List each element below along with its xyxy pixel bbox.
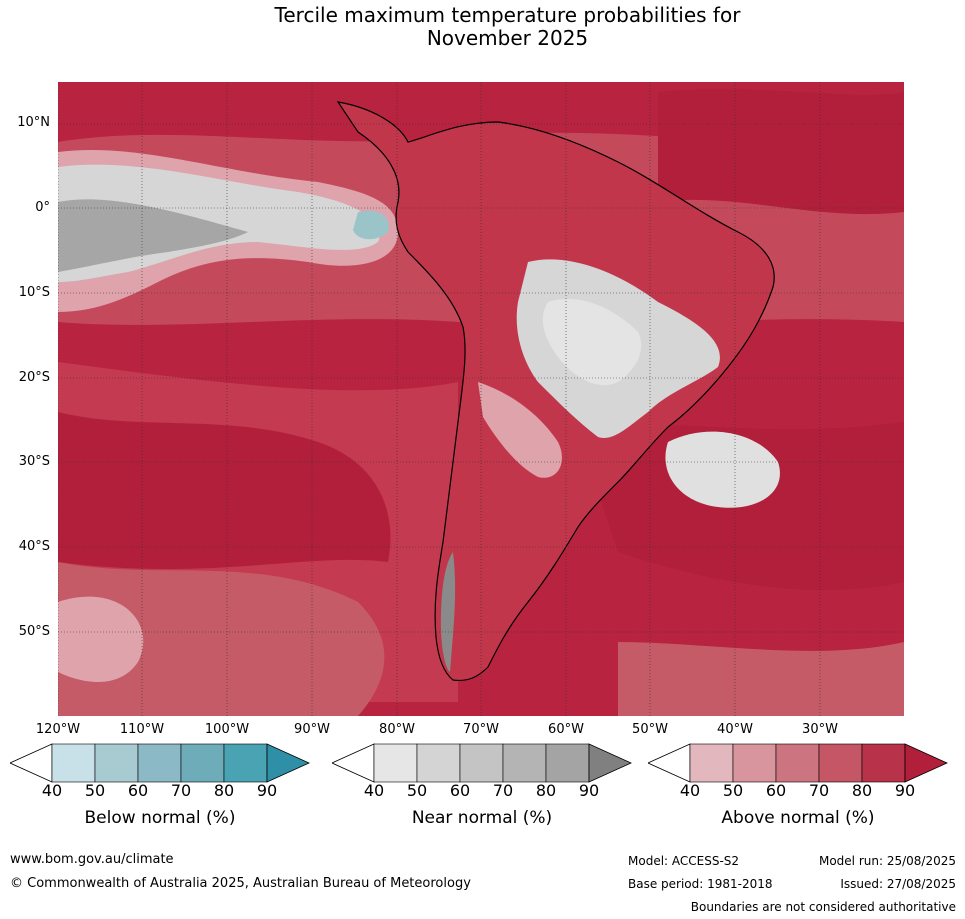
- lon-label-70w: 70°W: [463, 722, 499, 737]
- footer-disclaimer: Boundaries are not considered authoritat…: [690, 900, 956, 914]
- cb2-tick-90: 90: [578, 781, 600, 800]
- lat-label-40s: 40°S: [18, 539, 50, 554]
- lon-label-80w: 80°W: [379, 722, 415, 737]
- colorbar-below-normal: [10, 743, 310, 783]
- near-normal-brazil-core: [542, 298, 642, 386]
- chart-title: Tercile maximum temperature probabilitie…: [0, 4, 965, 50]
- cb2-tick-50: 50: [406, 781, 428, 800]
- probability-map: [58, 82, 904, 716]
- band-above-70-se: [618, 642, 904, 716]
- footer-model-run: Model run: 25/08/2025: [818, 854, 956, 868]
- footer-issued: Issued: 27/08/2025: [840, 877, 956, 891]
- lon-label-40w: 40°W: [717, 722, 753, 737]
- cb1-tick-80: 80: [213, 781, 235, 800]
- footer-model: Model: ACCESS-S2: [628, 854, 740, 868]
- band-above-90-pacific: [58, 412, 391, 570]
- lat-label-10n: 10°N: [17, 115, 50, 130]
- title-line-1: Tercile maximum temperature probabilitie…: [274, 3, 741, 27]
- cb1-title: Below normal (%): [84, 808, 236, 828]
- title-line-2: November 2025: [426, 26, 589, 50]
- map-svg: [58, 82, 904, 716]
- footer-base-period: Base period: 1981-2018: [628, 877, 773, 891]
- lon-label-120w: 120°W: [35, 722, 81, 737]
- lat-label-0: 0°: [35, 200, 50, 215]
- lon-label-90w: 90°W: [294, 722, 330, 737]
- cb2-tick-80: 80: [535, 781, 557, 800]
- near-normal-80-core: [58, 199, 248, 272]
- lon-label-30w: 30°W: [802, 722, 838, 737]
- band-above-50-sw: [58, 596, 144, 682]
- cb1-tick-40: 40: [41, 781, 63, 800]
- cb3-title: Above normal (%): [721, 808, 875, 828]
- cb1-tick-90: 90: [256, 781, 278, 800]
- cb2-tick-70: 70: [492, 781, 514, 800]
- lat-label-30s: 30°S: [18, 454, 50, 469]
- lon-label-60w: 60°W: [548, 722, 584, 737]
- colorbar-near-normal: [332, 743, 632, 783]
- footer-url[interactable]: www.bom.gov.au/climate: [10, 852, 174, 867]
- lon-label-100w: 100°W: [204, 722, 250, 737]
- near-normal-atlantic: [665, 431, 780, 508]
- band-above-90-ne: [658, 89, 904, 215]
- cb1-tick-70: 70: [170, 781, 192, 800]
- cb3-tick-40: 40: [679, 781, 701, 800]
- cb2-tick-60: 60: [449, 781, 471, 800]
- cb3-tick-90: 90: [894, 781, 916, 800]
- near-normal-patagonia: [440, 552, 456, 672]
- cb2-title: Near normal (%): [411, 808, 553, 828]
- cb1-tick-60: 60: [127, 781, 149, 800]
- cb3-tick-50: 50: [722, 781, 744, 800]
- lat-label-50s: 50°S: [18, 624, 50, 639]
- lon-label-50w: 50°W: [632, 722, 668, 737]
- lon-label-110w: 110°W: [119, 722, 165, 737]
- graticule: [58, 82, 904, 716]
- colorbar-above-normal: [648, 743, 948, 783]
- cb3-tick-70: 70: [808, 781, 830, 800]
- cb3-tick-60: 60: [765, 781, 787, 800]
- cb1-tick-50: 50: [84, 781, 106, 800]
- lat-label-10s: 10°S: [18, 285, 50, 300]
- cb2-tick-40: 40: [363, 781, 385, 800]
- band-above-70-south: [58, 562, 385, 716]
- above-50-interior: [478, 382, 562, 478]
- lat-label-20s: 20°S: [18, 370, 50, 385]
- below-normal-patch: [353, 210, 389, 240]
- cb3-tick-80: 80: [851, 781, 873, 800]
- footer-copyright: © Commonwealth of Australia 2025, Austra…: [10, 876, 471, 891]
